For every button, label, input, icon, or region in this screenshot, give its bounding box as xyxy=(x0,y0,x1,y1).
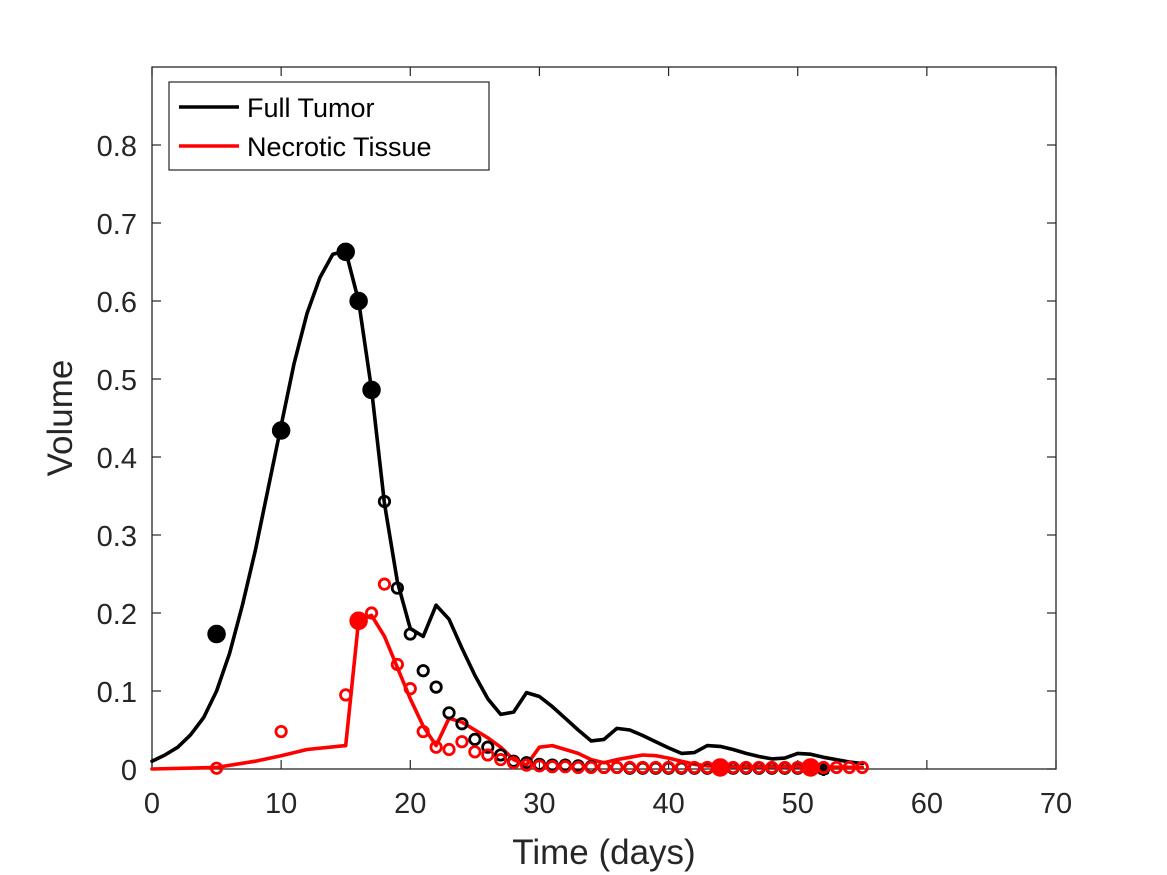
data-point-open-necrotic-tissue-data-24 xyxy=(636,760,650,775)
data-point-open-necrotic-tissue-data-10 xyxy=(455,735,469,749)
data-point-open-necrotic-tissue-data-6 xyxy=(403,682,417,696)
data-point-filled-full-tumor-data-2 xyxy=(336,242,355,262)
data-point-filled-necrotic-tissue-data-2 xyxy=(801,758,820,777)
data-point-open-full-tumor-data-4 xyxy=(429,680,443,694)
data-point-open-necrotic-tissue-data-27 xyxy=(674,760,689,775)
data-point-open-full-tumor-data-1 xyxy=(390,581,404,595)
x-tick-label-2: 20 xyxy=(394,788,426,820)
x-axis-label: Time (days) xyxy=(512,833,695,872)
y-tick-label-1: 0.1 xyxy=(97,677,137,709)
series-markers xyxy=(207,242,869,777)
data-point-open-necrotic-tissue-data-22 xyxy=(610,760,624,775)
data-point-filled-necrotic-tissue-data-0 xyxy=(349,611,368,631)
data-point-open-necrotic-tissue-data-16 xyxy=(532,759,547,773)
y-tick-label-8: 0.8 xyxy=(97,131,137,163)
data-point-open-necrotic-tissue-data-11 xyxy=(468,745,482,759)
data-point-open-full-tumor-data-8 xyxy=(481,740,495,754)
y-tick-label-2: 0.2 xyxy=(97,599,137,631)
data-point-open-full-tumor-data-7 xyxy=(468,732,482,746)
data-point-open-necrotic-tissue-data-32 xyxy=(752,760,766,775)
data-point-open-necrotic-tissue-data-2 xyxy=(339,688,353,702)
x-tick-label-6: 60 xyxy=(911,788,943,820)
series-line-full-tumor xyxy=(150,249,865,766)
data-point-open-necrotic-tissue-data-7 xyxy=(416,724,430,739)
data-point-filled-full-tumor-data-3 xyxy=(349,291,368,311)
data-point-open-full-tumor-data-2 xyxy=(403,627,417,641)
data-point-open-necrotic-tissue-data-20 xyxy=(584,760,598,775)
data-point-open-necrotic-tissue-data-17 xyxy=(545,760,559,774)
y-tick-label-0: 0 xyxy=(121,755,137,787)
data-point-open-necrotic-tissue-data-33 xyxy=(765,760,779,775)
data-point-filled-full-tumor-data-0 xyxy=(207,624,226,644)
y-axis-label: Volume xyxy=(41,360,80,477)
data-point-open-necrotic-tissue-data-34 xyxy=(778,760,792,775)
data-point-open-necrotic-tissue-data-37 xyxy=(829,760,844,775)
data-point-open-necrotic-tissue-data-25 xyxy=(649,760,663,775)
data-point-open-necrotic-tissue-data-8 xyxy=(429,740,443,754)
y-tick-label-3: 0.3 xyxy=(97,521,137,553)
data-point-open-necrotic-tissue-data-39 xyxy=(855,760,869,775)
data-point-open-necrotic-tissue-data-9 xyxy=(442,742,456,757)
x-tick-label-3: 30 xyxy=(523,788,555,820)
x-tick-label-7: 70 xyxy=(1040,788,1072,820)
x-tick-label-0: 0 xyxy=(144,788,160,820)
legend-box xyxy=(168,81,490,171)
legend-label-full-tumor: Full Tumor xyxy=(247,93,375,123)
data-point-open-necrotic-tissue-data-14 xyxy=(506,756,521,770)
data-point-open-necrotic-tissue-data-23 xyxy=(623,760,637,775)
axis-tick-labels: 0 10 20 30 40 50 60 70 0 0.1 0.2 0.3 0.4 0.5 0.6 0.7 0.8 xyxy=(97,131,1072,820)
data-point-open-necrotic-tissue-data-0 xyxy=(209,761,224,775)
data-point-open-necrotic-tissue-data-28 xyxy=(687,760,702,775)
data-point-filled-full-tumor-data-1 xyxy=(271,421,291,440)
x-tick-label-4: 40 xyxy=(652,788,684,820)
y-tick-label-7: 0.7 xyxy=(97,209,137,241)
data-point-open-full-tumor-data-0 xyxy=(377,494,392,509)
data-point-open-necrotic-tissue-data-21 xyxy=(597,760,611,775)
y-tick-label-6: 0.6 xyxy=(97,287,137,319)
data-point-open-necrotic-tissue-data-15 xyxy=(519,758,534,772)
data-point-open-necrotic-tissue-data-26 xyxy=(661,760,676,775)
data-point-open-full-tumor-data-3 xyxy=(416,664,430,678)
plot-area-frame xyxy=(151,66,1057,770)
data-point-open-necrotic-tissue-data-19 xyxy=(571,760,585,775)
data-point-open-necrotic-tissue-data-13 xyxy=(494,753,508,767)
data-point-open-necrotic-tissue-data-1 xyxy=(274,724,288,739)
legend: Full Tumor Necrotic Tissue xyxy=(168,81,490,171)
data-point-filled-necrotic-tissue-data-1 xyxy=(710,758,730,777)
data-point-open-necrotic-tissue-data-5 xyxy=(390,657,404,672)
data-point-open-full-tumor-data-9 xyxy=(494,748,508,762)
data-point-open-necrotic-tissue-data-38 xyxy=(842,760,856,775)
legend-label-necrotic-tissue: Necrotic Tissue xyxy=(247,132,432,162)
x-tick-label-5: 50 xyxy=(782,788,814,820)
data-point-open-necrotic-tissue-data-3 xyxy=(364,606,379,620)
x-tick-label-1: 10 xyxy=(265,788,297,820)
data-point-open-full-tumor-data-6 xyxy=(455,717,469,731)
data-point-filled-full-tumor-data-4 xyxy=(362,380,381,400)
y-tick-label-4: 0.4 xyxy=(97,443,137,475)
data-point-open-full-tumor-data-5 xyxy=(442,706,456,720)
y-tick-label-5: 0.5 xyxy=(97,365,137,397)
data-point-open-necrotic-tissue-data-12 xyxy=(481,748,495,762)
data-point-open-necrotic-tissue-data-18 xyxy=(558,760,572,774)
data-point-open-necrotic-tissue-data-4 xyxy=(377,577,392,591)
data-point-open-necrotic-tissue-data-31 xyxy=(739,760,753,775)
